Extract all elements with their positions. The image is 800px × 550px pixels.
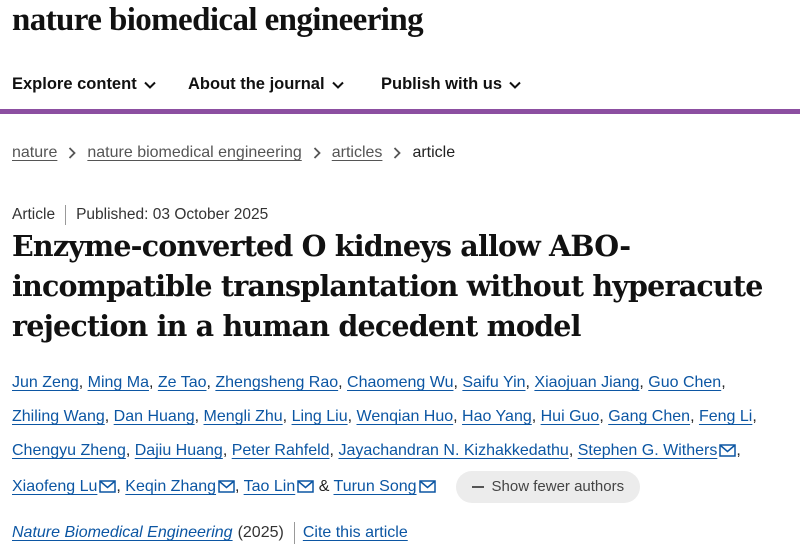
email-icon[interactable] xyxy=(418,472,436,506)
author-link[interactable]: Gang Chen xyxy=(608,408,691,425)
nav-about-journal[interactable]: About the journal xyxy=(188,75,344,94)
top-navigation: Explore content About the journal Publis… xyxy=(0,58,800,114)
author-link[interactable]: Ze Tao xyxy=(157,374,207,391)
author-link[interactable]: Jun Zeng xyxy=(12,374,79,391)
meta-divider xyxy=(65,205,67,225)
author-link[interactable]: Tao Lin xyxy=(243,478,296,495)
email-icon[interactable] xyxy=(218,472,235,506)
article-type: Article xyxy=(12,206,56,223)
author-link[interactable]: Dan Huang xyxy=(113,408,195,425)
author-link[interactable]: Stephen G. Withers xyxy=(577,442,718,459)
author-link[interactable]: Turun Song xyxy=(333,478,417,495)
author-link[interactable]: Xiaofeng Lu xyxy=(12,478,98,495)
author-link[interactable]: Jayachandran N. Kizhakkedathu xyxy=(338,442,569,459)
breadcrumb: nature nature biomedical engineering art… xyxy=(12,144,455,162)
author-link[interactable]: Dajiu Huang xyxy=(134,442,223,459)
nav-publish-with-us[interactable]: Publish with us xyxy=(381,75,521,94)
article-meta: Article Published: 03 October 2025 xyxy=(12,205,268,225)
chevron-down-icon xyxy=(143,81,156,89)
chevron-right-icon xyxy=(313,147,321,159)
minus-icon xyxy=(471,485,484,488)
author-link[interactable]: Chaomeng Wu xyxy=(347,374,454,391)
author-link[interactable]: Wenqian Huo xyxy=(356,408,454,425)
nav-explore-content[interactable]: Explore content xyxy=(12,75,156,94)
citation-divider xyxy=(293,522,295,544)
email-icon[interactable] xyxy=(99,472,117,506)
author-link[interactable]: Hao Yang xyxy=(462,408,532,425)
author-link[interactable]: Ling Liu xyxy=(291,408,348,425)
chevron-right-icon xyxy=(393,147,402,159)
site-logo[interactable]: nature biomedical engineering xyxy=(12,2,424,38)
author-link[interactable]: Feng Li xyxy=(698,408,753,425)
citation-line: Nature Biomedical Engineering (2025) Cit… xyxy=(12,522,408,544)
chevron-down-icon xyxy=(509,81,521,89)
author-link[interactable]: Zhengsheng Rao xyxy=(215,374,339,391)
author-link[interactable]: Chengyu Zheng xyxy=(12,442,126,459)
show-fewer-authors-button[interactable]: Show fewer authors xyxy=(455,470,641,503)
author-link[interactable]: Peter Rahfeld xyxy=(231,442,330,459)
chevron-down-icon xyxy=(331,81,344,89)
nav-label: About the journal xyxy=(188,75,325,93)
breadcrumb-nature[interactable]: nature xyxy=(12,144,58,161)
email-icon[interactable] xyxy=(719,436,737,470)
author-link[interactable]: Guo Chen xyxy=(648,374,722,391)
email-icon[interactable] xyxy=(297,472,314,506)
nav-label: Explore content xyxy=(12,75,137,93)
published-date: Published: 03 October 2025 xyxy=(76,206,269,223)
author-connector: & xyxy=(318,478,330,495)
chevron-right-icon xyxy=(68,147,77,159)
author-link[interactable]: Ming Ma xyxy=(87,374,149,391)
author-link[interactable]: Mengli Zhu xyxy=(203,408,283,425)
show-fewer-label: Show fewer authors xyxy=(491,477,625,495)
breadcrumb-journal[interactable]: nature biomedical engineering xyxy=(87,144,302,161)
author-link[interactable]: Saifu Yin xyxy=(462,374,526,391)
author-link[interactable]: Hui Guo xyxy=(540,408,600,425)
cite-this-article-link[interactable]: Cite this article xyxy=(302,524,408,541)
publication-year: (2025) xyxy=(237,524,284,541)
author-link[interactable]: Keqin Zhang xyxy=(125,478,217,495)
breadcrumb-current: article xyxy=(412,144,456,161)
breadcrumb-articles[interactable]: articles xyxy=(331,144,383,161)
article-title: Enzyme-converted O kidneys allow ABO-inc… xyxy=(12,229,763,343)
author-link[interactable]: Xiaojuan Jiang xyxy=(534,374,640,391)
nav-label: Publish with us xyxy=(381,75,503,93)
author-link[interactable]: Zhiling Wang xyxy=(12,408,105,425)
author-list: Jun Zeng, Ming Ma, Ze Tao, Zhengsheng Ra… xyxy=(12,366,797,506)
journal-link[interactable]: Nature Biomedical Engineering xyxy=(12,524,233,541)
